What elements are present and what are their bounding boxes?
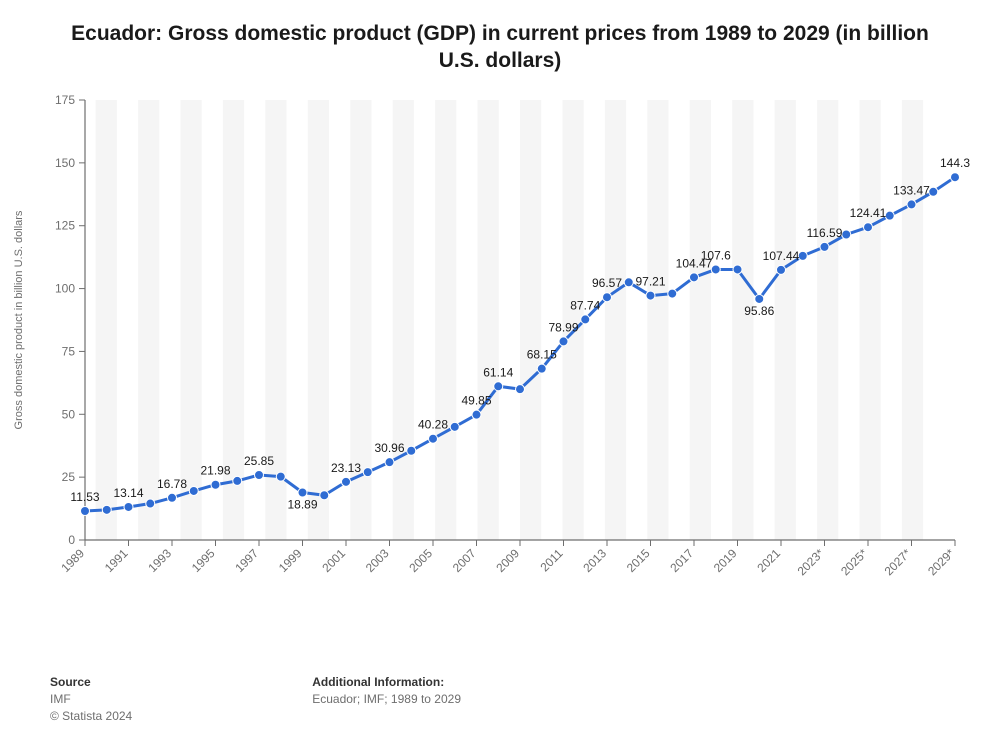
svg-text:2011: 2011 <box>537 546 565 574</box>
svg-text:107.6: 107.6 <box>701 248 731 262</box>
svg-text:2013: 2013 <box>580 546 609 575</box>
svg-text:2009: 2009 <box>493 546 522 575</box>
svg-text:16.78: 16.78 <box>157 477 187 491</box>
svg-text:133.47: 133.47 <box>893 183 930 197</box>
svg-text:13.14: 13.14 <box>113 486 143 500</box>
svg-text:2001: 2001 <box>319 546 348 575</box>
svg-text:175: 175 <box>55 93 75 107</box>
svg-text:150: 150 <box>55 156 75 170</box>
svg-text:95.86: 95.86 <box>744 304 774 318</box>
svg-text:1993: 1993 <box>145 546 174 575</box>
svg-text:21.98: 21.98 <box>200 464 230 478</box>
svg-text:2007: 2007 <box>450 546 479 575</box>
svg-text:2027*: 2027* <box>882 546 914 578</box>
svg-text:2003: 2003 <box>363 546 392 575</box>
svg-text:1999: 1999 <box>276 546 305 575</box>
svg-text:2029*: 2029* <box>925 546 957 578</box>
svg-text:78.99: 78.99 <box>548 320 578 334</box>
svg-text:2015: 2015 <box>624 546 653 575</box>
footer-source: Source IMF © Statista 2024 <box>50 675 132 725</box>
chart-title: Ecuador: Gross domestic product (GDP) in… <box>0 0 1000 75</box>
svg-text:107.44: 107.44 <box>763 249 800 263</box>
svg-text:2023*: 2023* <box>795 546 827 578</box>
svg-text:1995: 1995 <box>189 546 218 575</box>
svg-text:23.13: 23.13 <box>331 461 361 475</box>
svg-text:96.57: 96.57 <box>592 276 622 290</box>
info-text: Ecuador; IMF; 1989 to 2029 <box>312 691 461 708</box>
svg-text:75: 75 <box>62 344 76 358</box>
svg-text:1997: 1997 <box>232 546 261 575</box>
svg-text:40.28: 40.28 <box>418 418 448 432</box>
svg-text:97.21: 97.21 <box>635 275 665 289</box>
svg-text:11.53: 11.53 <box>70 490 99 504</box>
svg-text:2019: 2019 <box>711 546 740 575</box>
source-header: Source <box>50 675 132 689</box>
footer-info: Additional Information: Ecuador; IMF; 19… <box>312 675 461 725</box>
svg-text:0: 0 <box>68 533 75 547</box>
chart-area: 0 25 50 75 100 125 150 175 Gross domestic produc… <box>0 90 1000 650</box>
source-text: IMF <box>50 691 132 708</box>
svg-text:25: 25 <box>62 470 76 484</box>
svg-text:2021: 2021 <box>754 546 783 575</box>
svg-text:2005: 2005 <box>406 546 435 575</box>
copyright-text: © Statista 2024 <box>50 708 132 725</box>
svg-text:49.85: 49.85 <box>461 394 491 408</box>
svg-text:2025*: 2025* <box>838 546 870 578</box>
line-chart: 0 25 50 75 100 125 150 175 Gross domestic produc… <box>0 90 1000 650</box>
svg-text:87.74: 87.74 <box>570 298 600 312</box>
svg-text:50: 50 <box>62 407 76 421</box>
svg-text:30.96: 30.96 <box>374 441 404 455</box>
info-header: Additional Information: <box>312 675 461 689</box>
svg-text:1989: 1989 <box>58 546 87 575</box>
svg-text:Gross domestic product in bill: Gross domestic product in billion U.S. d… <box>13 210 25 429</box>
svg-text:116.59: 116.59 <box>807 226 843 240</box>
svg-text:61.14: 61.14 <box>483 365 513 379</box>
svg-text:2017: 2017 <box>667 546 696 575</box>
svg-text:18.89: 18.89 <box>287 498 317 512</box>
svg-text:124.41: 124.41 <box>850 206 887 220</box>
chart-footer: Source IMF © Statista 2024 Additional In… <box>50 675 950 725</box>
svg-text:125: 125 <box>55 219 75 233</box>
svg-text:100: 100 <box>55 282 75 296</box>
svg-text:1991: 1991 <box>102 546 131 575</box>
chart-container: Ecuador: Gross domestic product (GDP) in… <box>0 0 1000 743</box>
svg-text:68.15: 68.15 <box>527 348 557 362</box>
svg-text:144.3: 144.3 <box>940 156 970 170</box>
svg-text:25.85: 25.85 <box>244 454 274 468</box>
